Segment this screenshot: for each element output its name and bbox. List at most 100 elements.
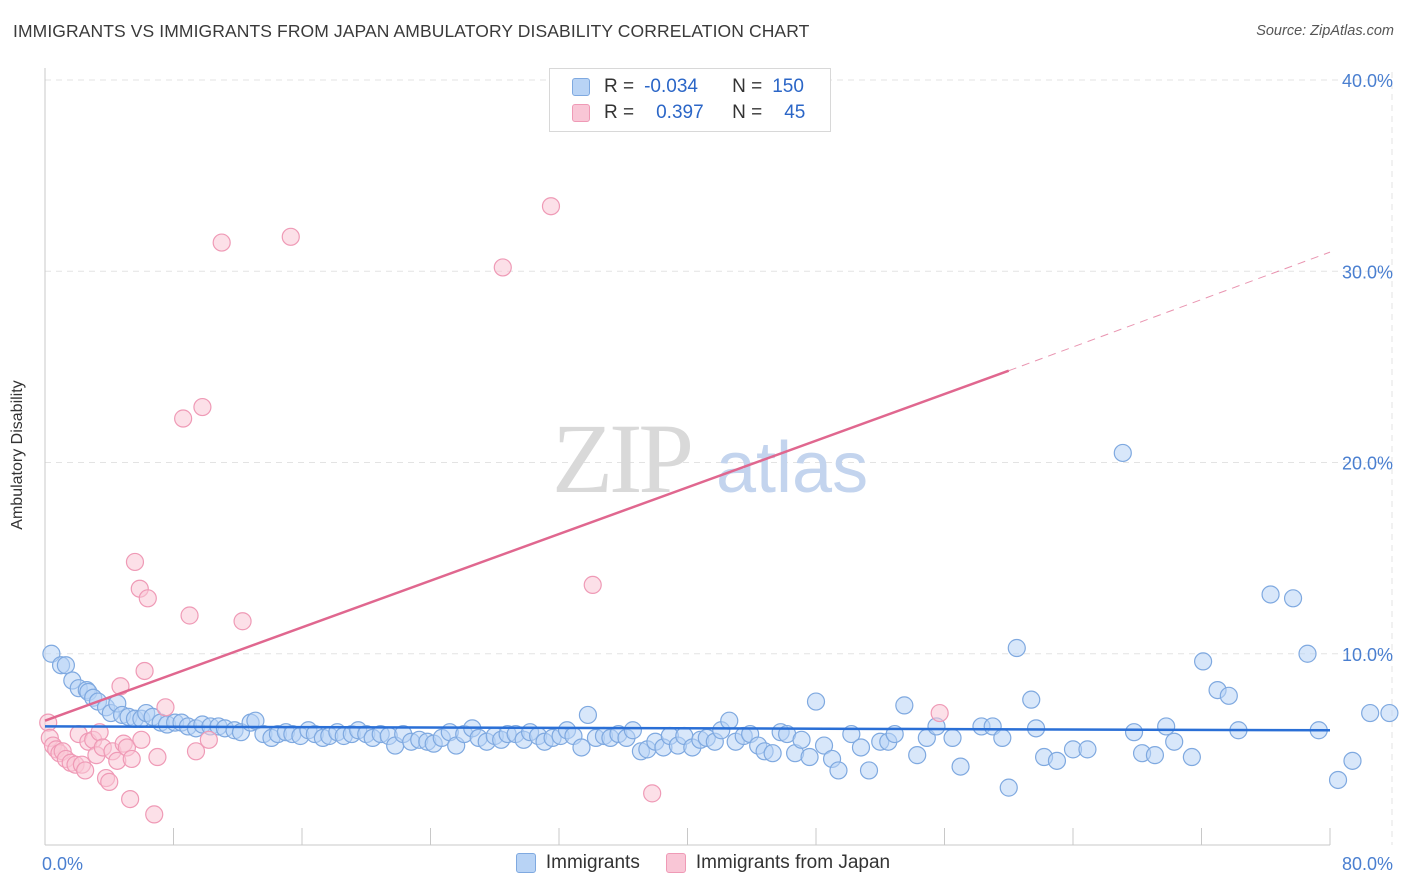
legend-row-immigrants: R = -0.034 N = 150 bbox=[572, 75, 804, 99]
watermark-zip-text: ZIP bbox=[552, 403, 690, 514]
legend-label-japan: Immigrants from Japan bbox=[695, 852, 891, 873]
point-japan bbox=[148, 747, 167, 767]
point-immigrants bbox=[851, 738, 871, 757]
point-japan bbox=[122, 749, 141, 769]
point-immigrants bbox=[951, 757, 970, 776]
grid-lines bbox=[45, 72, 1393, 845]
source-label: Source: ZipAtlas.com bbox=[1256, 23, 1394, 39]
point-immigrants bbox=[943, 728, 962, 748]
tick-labels: 10.0% 20.0% 30.0% 40.0% 0.0% 80.0% bbox=[42, 71, 1393, 874]
point-immigrants bbox=[1361, 703, 1380, 723]
point-immigrants bbox=[1328, 770, 1348, 790]
legend-n-value: 45 bbox=[784, 102, 806, 123]
legend-n-label: N = bbox=[732, 102, 763, 123]
point-japan bbox=[930, 703, 949, 723]
point-immigrants bbox=[1145, 746, 1165, 765]
point-immigrants bbox=[246, 711, 265, 730]
point-immigrants bbox=[829, 761, 848, 780]
legend-swatch-blue bbox=[515, 853, 536, 873]
legend-r-label: R = bbox=[604, 76, 635, 97]
point-immigrants bbox=[1219, 686, 1238, 705]
point-japan bbox=[541, 197, 561, 216]
point-japan bbox=[156, 698, 175, 717]
y-tick-label: 30.0% bbox=[1342, 262, 1393, 282]
point-immigrants bbox=[814, 736, 834, 755]
x-tick-label: 0.0% bbox=[42, 854, 83, 874]
point-japan bbox=[583, 575, 602, 595]
point-immigrants bbox=[1078, 740, 1097, 759]
point-immigrants bbox=[1298, 644, 1317, 663]
point-japan bbox=[145, 805, 164, 824]
point-immigrants bbox=[56, 656, 75, 675]
point-japan bbox=[135, 661, 154, 681]
y-tick-label: 10.0% bbox=[1342, 645, 1393, 665]
watermark: ZIP atlas bbox=[552, 403, 868, 514]
point-japan bbox=[180, 606, 199, 625]
legend-n-value: 150 bbox=[772, 76, 804, 97]
legend-swatch-blue bbox=[572, 78, 590, 96]
correlation-legend: R = -0.034 N = 150 R = 0.397 N = 45 bbox=[549, 68, 831, 132]
legend-r-value: -0.034 bbox=[644, 76, 698, 97]
point-immigrants bbox=[1182, 747, 1201, 767]
point-immigrants bbox=[1194, 652, 1213, 671]
point-immigrants bbox=[1007, 638, 1026, 658]
point-japan bbox=[199, 730, 218, 749]
point-immigrants bbox=[1124, 723, 1144, 742]
point-immigrants bbox=[578, 705, 598, 725]
point-immigrants bbox=[1047, 751, 1067, 770]
point-japan bbox=[138, 589, 157, 608]
point-immigrants bbox=[792, 730, 811, 749]
legend-item-immigrants[interactable]: Immigrants bbox=[515, 852, 640, 874]
point-japan bbox=[132, 730, 151, 749]
point-immigrants bbox=[908, 746, 927, 765]
point-japan bbox=[212, 233, 231, 252]
point-immigrants bbox=[800, 747, 819, 767]
point-japan bbox=[643, 784, 662, 803]
chart-title: IMMIGRANTS VS IMMIGRANTS FROM JAPAN AMBU… bbox=[13, 21, 810, 41]
series-legend: Immigrants Immigrants from Japan bbox=[0, 852, 1406, 874]
trend-line-immigrants bbox=[44, 725, 1331, 732]
point-japan bbox=[100, 772, 119, 791]
point-immigrants bbox=[895, 696, 914, 715]
trend-line-japan-extension bbox=[1008, 251, 1331, 372]
point-japan bbox=[493, 258, 512, 277]
point-immigrants bbox=[1380, 703, 1399, 723]
point-japan bbox=[174, 409, 193, 428]
legend-r-value: 0.397 bbox=[656, 102, 704, 123]
point-immigrants bbox=[623, 721, 642, 740]
point-immigrants bbox=[1113, 443, 1132, 463]
point-immigrants bbox=[1343, 751, 1362, 770]
trend-lines bbox=[44, 251, 1331, 732]
series-immigrants-from-japan bbox=[39, 197, 949, 824]
point-immigrants bbox=[1261, 585, 1280, 604]
point-immigrants bbox=[859, 761, 879, 780]
legend-swatch-pink bbox=[572, 104, 590, 122]
point-immigrants bbox=[806, 692, 826, 711]
point-immigrants bbox=[763, 744, 782, 763]
y-tick-label: 40.0% bbox=[1342, 71, 1393, 91]
point-japan bbox=[233, 612, 252, 631]
legend-r-label: R = bbox=[604, 102, 635, 123]
trend-line-japan bbox=[44, 369, 1010, 722]
point-japan bbox=[281, 227, 300, 246]
point-immigrants bbox=[720, 711, 739, 730]
point-immigrants bbox=[1157, 717, 1176, 736]
point-immigrants bbox=[999, 778, 1018, 797]
point-immigrants bbox=[993, 728, 1012, 748]
legend-row-japan: R = 0.397 N = 45 bbox=[572, 101, 805, 125]
x-tick-label: 80.0% bbox=[1342, 854, 1393, 874]
legend-label-immigrants: Immigrants bbox=[545, 852, 640, 873]
point-immigrants bbox=[1022, 690, 1041, 709]
point-japan bbox=[76, 761, 95, 780]
legend-n-label: N = bbox=[732, 76, 763, 97]
point-japan bbox=[121, 789, 140, 809]
point-japan bbox=[186, 742, 206, 761]
point-japan bbox=[193, 397, 212, 417]
legend-swatch-pink bbox=[665, 853, 686, 873]
point-immigrants bbox=[1283, 589, 1303, 608]
point-japan bbox=[125, 552, 145, 572]
legend-item-japan[interactable]: Immigrants from Japan bbox=[665, 852, 891, 874]
point-immigrants bbox=[572, 738, 591, 757]
y-tick-label: 20.0% bbox=[1342, 454, 1393, 474]
